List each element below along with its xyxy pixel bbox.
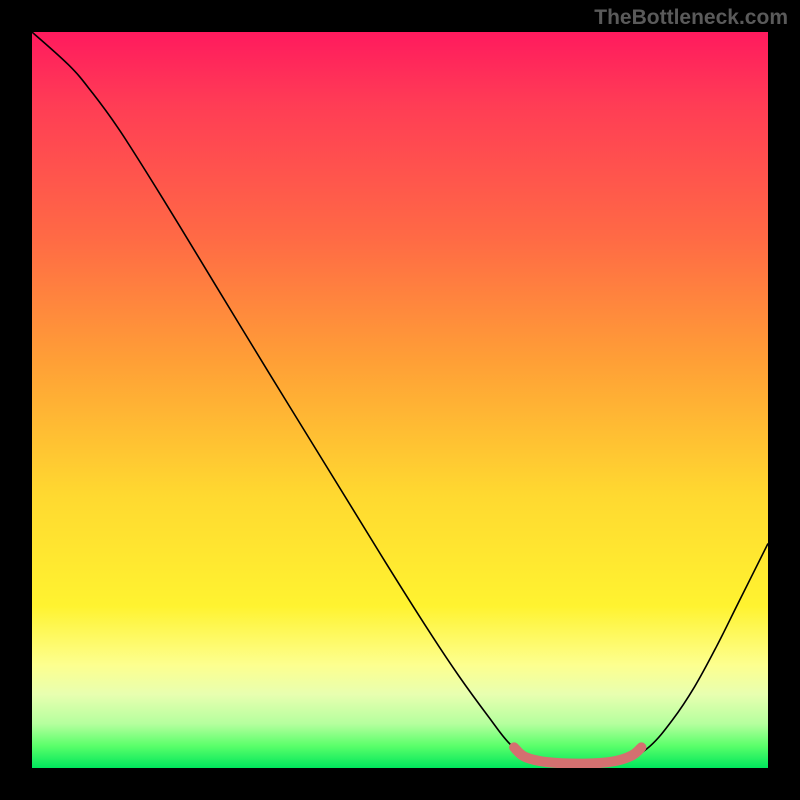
highlight-segment xyxy=(514,747,641,763)
plot-area xyxy=(32,32,768,768)
watermark-text: TheBottleneck.com xyxy=(594,6,788,30)
chart-container: TheBottleneck.com xyxy=(0,0,800,800)
curve-layer xyxy=(32,32,768,768)
bottleneck-curve xyxy=(32,32,768,766)
